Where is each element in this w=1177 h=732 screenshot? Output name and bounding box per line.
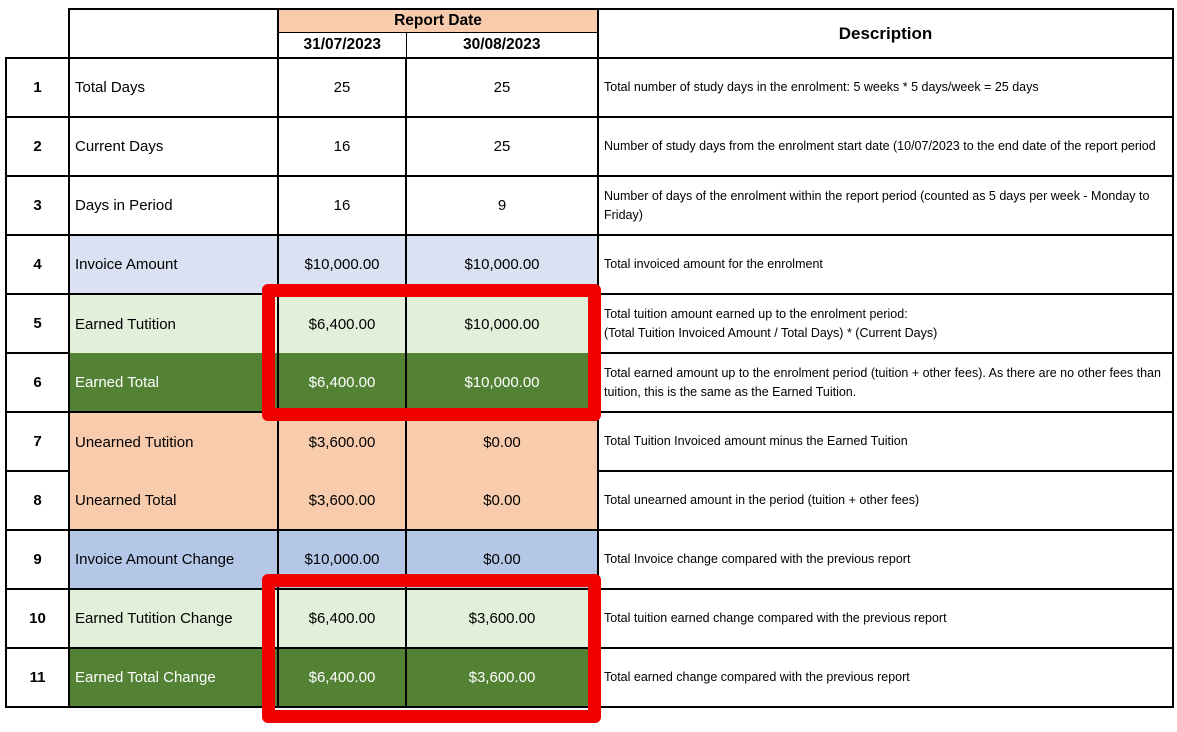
report-date-header: Report Date xyxy=(277,8,599,33)
row-label: Total Days xyxy=(68,57,279,118)
description-cell: Total earned change compared with the pr… xyxy=(597,647,1174,708)
row-label: Days in Period xyxy=(68,175,279,236)
row-label: Invoice Amount Change xyxy=(68,529,279,590)
corner-blank-cell xyxy=(6,9,69,32)
enrolment-report-table: Report Date Description 31/07/2023 30/08… xyxy=(5,8,1174,708)
row-label: Invoice Amount xyxy=(68,234,279,295)
table-row: 8 Unearned Total $3,600.00 $0.00 Total u… xyxy=(5,470,1174,531)
description-cell: Total Tuition Invoiced amount minus the … xyxy=(597,411,1174,472)
description-cell: Total invoiced amount for the enrolment xyxy=(597,234,1174,295)
table-row: 11 Earned Total Change $6,400.00 $3,600.… xyxy=(5,647,1174,708)
value-cell: $3,600.00 xyxy=(277,411,407,471)
value-cell: 25 xyxy=(277,57,407,118)
table-row: 3 Days in Period 16 9 Number of days of … xyxy=(5,175,1174,236)
description-cell: Number of days of the enrolment within t… xyxy=(597,175,1174,236)
value-cell: $3,600.00 xyxy=(405,647,599,708)
row-number: 10 xyxy=(5,588,70,649)
row-number: 1 xyxy=(5,57,70,118)
value-cell: $3,600.00 xyxy=(277,470,407,531)
row-label: Earned Total xyxy=(68,352,279,413)
table-row: 4 Invoice Amount $10,000.00 $10,000.00 T… xyxy=(5,234,1174,295)
value-cell: $10,000.00 xyxy=(405,352,599,413)
description-cell: Total Invoice change compared with the p… xyxy=(597,529,1174,590)
description-cell: Total tuition amount earned up to the en… xyxy=(597,293,1174,354)
date-column-2-header: 30/08/2023 xyxy=(405,31,599,59)
table-row: 9 Invoice Amount Change $10,000.00 $0.00… xyxy=(5,529,1174,590)
date-column-1-header: 31/07/2023 xyxy=(277,31,407,59)
row-label: Unearned Tutition xyxy=(68,411,279,471)
description-cell: Total number of study days in the enrolm… xyxy=(597,57,1174,118)
header-row-dates: 31/07/2023 30/08/2023 xyxy=(6,31,1173,59)
description-cell: Total tuition earned change compared wit… xyxy=(597,588,1174,649)
value-cell: $6,400.00 xyxy=(277,352,407,413)
row-number: 11 xyxy=(5,647,70,708)
description-cell: Total unearned amount in the period (tui… xyxy=(597,470,1174,531)
header-row-report-date: Report Date Description xyxy=(6,8,1174,59)
row-number: 9 xyxy=(5,529,70,590)
value-cell: 25 xyxy=(405,116,599,177)
value-cell: $6,400.00 xyxy=(277,588,407,649)
description-cell: Number of study days from the enrolment … xyxy=(597,116,1174,177)
row-number: 7 xyxy=(5,411,70,472)
table-row: 6 Earned Total $6,400.00 $10,000.00 Tota… xyxy=(5,352,1174,413)
table-row: 1 Total Days 25 25 Total number of study… xyxy=(5,57,1174,118)
row-number: 2 xyxy=(5,116,70,177)
value-cell: $10,000.00 xyxy=(277,529,407,590)
corner-blank-cell xyxy=(6,32,69,58)
row-label: Earned Tutition xyxy=(68,293,279,353)
label-column-blank-header xyxy=(68,8,279,59)
row-label: Unearned Total xyxy=(68,470,279,531)
row-number: 5 xyxy=(5,293,70,354)
value-cell: $0.00 xyxy=(405,411,599,471)
value-cell: $10,000.00 xyxy=(405,293,599,353)
row-label: Current Days xyxy=(68,116,279,177)
value-cell: 16 xyxy=(277,175,407,236)
description-header: Description xyxy=(597,8,1174,59)
row-number: 4 xyxy=(5,234,70,295)
value-cell: 9 xyxy=(405,175,599,236)
table-row: 7 Unearned Tutition $3,600.00 $0.00 Tota… xyxy=(5,411,1174,472)
value-cell: $10,000.00 xyxy=(405,234,599,295)
description-cell: Total earned amount up to the enrolment … xyxy=(597,352,1174,413)
value-cell: $6,400.00 xyxy=(277,293,407,353)
value-cell: $6,400.00 xyxy=(277,647,407,708)
value-cell: $0.00 xyxy=(405,529,599,590)
value-cell: $10,000.00 xyxy=(277,234,407,295)
value-cell: 16 xyxy=(277,116,407,177)
value-cell: 25 xyxy=(405,57,599,118)
table-row: 5 Earned Tutition $6,400.00 $10,000.00 T… xyxy=(5,293,1174,354)
row-label: Earned Tutition Change xyxy=(68,588,279,649)
value-cell: $3,600.00 xyxy=(405,588,599,649)
table-row: 2 Current Days 16 25 Number of study day… xyxy=(5,116,1174,177)
table-row: 10 Earned Tutition Change $6,400.00 $3,6… xyxy=(5,588,1174,649)
row-number: 8 xyxy=(5,470,70,531)
value-cell: $0.00 xyxy=(405,470,599,531)
row-number: 3 xyxy=(5,175,70,236)
row-number: 6 xyxy=(5,352,70,413)
row-label: Earned Total Change xyxy=(68,647,279,708)
